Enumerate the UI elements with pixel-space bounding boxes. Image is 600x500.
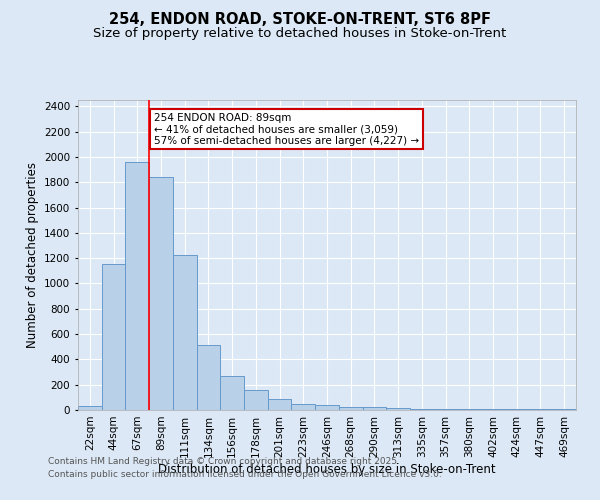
Y-axis label: Number of detached properties: Number of detached properties [26,162,38,348]
Text: Size of property relative to detached houses in Stoke-on-Trent: Size of property relative to detached ho… [94,28,506,40]
X-axis label: Distribution of detached houses by size in Stoke-on-Trent: Distribution of detached houses by size … [158,462,496,475]
Bar [102,264,125,410]
Bar [244,390,268,410]
Bar [173,255,197,410]
Text: 254, ENDON ROAD, STOKE-ON-TRENT, ST6 8PF: 254, ENDON ROAD, STOKE-ON-TRENT, ST6 8PF [109,12,491,28]
Bar [315,405,339,410]
Text: Contains public sector information licensed under the Open Government Licence v3: Contains public sector information licen… [48,470,442,479]
Bar [197,345,220,410]
Bar [268,398,292,410]
Text: Contains HM Land Registry data © Crown copyright and database right 2025.: Contains HM Land Registry data © Crown c… [48,458,400,466]
Text: 254 ENDON ROAD: 89sqm
← 41% of detached houses are smaller (3,059)
57% of semi-d: 254 ENDON ROAD: 89sqm ← 41% of detached … [154,112,419,146]
Bar [149,176,173,410]
Bar [125,162,149,410]
Bar [362,408,386,410]
Bar [78,406,102,410]
Bar [386,408,410,410]
Bar [220,376,244,410]
Bar [292,404,315,410]
Bar [339,407,362,410]
